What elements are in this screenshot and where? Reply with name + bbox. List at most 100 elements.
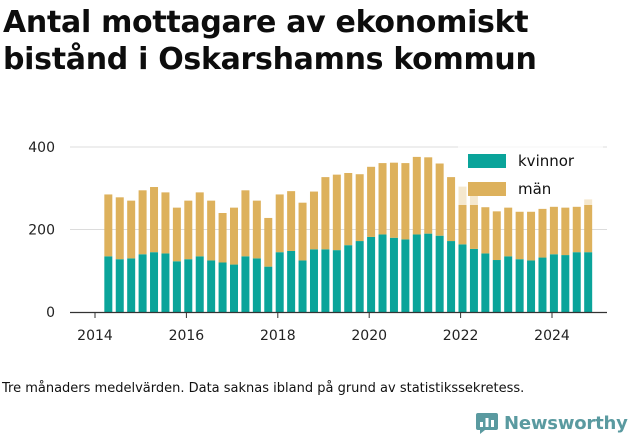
bar-kvinnor xyxy=(515,259,524,312)
bar-man xyxy=(218,213,227,263)
bar-man xyxy=(115,197,124,260)
y-tick-label: 0 xyxy=(46,305,55,321)
bar-man xyxy=(104,194,113,257)
bar-kvinnor xyxy=(184,259,193,312)
bar-man xyxy=(184,200,193,260)
bar-man xyxy=(538,208,547,258)
bar-man xyxy=(332,174,341,251)
bar-kvinnor xyxy=(538,257,547,312)
bar-man xyxy=(344,172,353,246)
bar-man xyxy=(241,190,250,257)
axes: 0 200 400 2014 2016 2018 2020 2022 2024 xyxy=(28,140,607,344)
bar-kvinnor xyxy=(412,234,421,312)
bar-kvinnor xyxy=(138,254,147,312)
bar-kvinnor xyxy=(150,252,159,312)
bar-kvinnor xyxy=(230,264,238,312)
bar-man xyxy=(275,194,284,253)
bar-man xyxy=(138,190,147,255)
bar-kvinnor xyxy=(172,261,181,312)
bar-kvinnor xyxy=(252,258,261,313)
x-tick-label: 2016 xyxy=(169,328,205,344)
y-tick-label: 200 xyxy=(28,223,55,239)
brand-name: Newsworthy xyxy=(504,412,628,434)
bar-man xyxy=(389,162,398,238)
bar-kvinnor xyxy=(321,249,330,312)
bar-kvinnor xyxy=(504,256,513,312)
bar-man xyxy=(367,166,376,237)
bar-man xyxy=(252,200,261,259)
y-tick-label: 400 xyxy=(28,140,55,156)
bar-kvinnor xyxy=(275,252,284,312)
bar-man xyxy=(230,207,238,265)
bar-kvinnor xyxy=(435,235,444,312)
bar-kvinnor xyxy=(115,259,124,312)
bar-man xyxy=(549,206,558,255)
bar-man xyxy=(424,157,433,234)
bar-man xyxy=(150,187,159,253)
bar-kvinnor xyxy=(401,239,410,312)
bar-kvinnor xyxy=(127,258,136,313)
bar-kvinnor xyxy=(492,260,501,312)
bar-man xyxy=(515,211,524,260)
chart-caption: Tre månaders medelvärden. Data saknas ib… xyxy=(2,381,525,396)
x-tick-label: 2018 xyxy=(260,328,296,344)
bar-kvinnor xyxy=(287,250,296,312)
bars xyxy=(104,156,593,313)
bar-man xyxy=(321,177,330,250)
bar-kvinnor xyxy=(458,244,467,312)
chart-title: Antal mottagare av ekonomiskt bistånd i … xyxy=(3,5,537,77)
bar-man xyxy=(401,163,410,240)
bar-kvinnor xyxy=(355,241,364,312)
bar-kvinnor xyxy=(264,266,273,313)
bar-man xyxy=(412,156,421,235)
bar-kvinnor xyxy=(572,252,581,312)
bar-kvinnor xyxy=(218,262,227,312)
x-tick-label: 2014 xyxy=(77,328,113,344)
bar-man xyxy=(561,207,570,256)
bar-kvinnor xyxy=(309,249,318,312)
bar-man xyxy=(378,163,387,235)
bar-kvinnor xyxy=(104,256,113,312)
bar-kvinnor xyxy=(207,260,216,312)
bar-man xyxy=(492,211,501,261)
newsworthy-logo: Newsworthy xyxy=(475,408,628,438)
bar-kvinnor xyxy=(424,233,433,313)
bar-man xyxy=(572,206,581,253)
bar-kvinnor xyxy=(298,260,307,312)
bar-man xyxy=(207,200,216,261)
bar-kvinnor xyxy=(367,236,376,312)
bar-man xyxy=(481,207,490,254)
x-tick-label: 2024 xyxy=(534,328,570,344)
bar-kvinnor xyxy=(195,256,204,312)
x-tick-label: 2022 xyxy=(443,328,479,344)
bar-man xyxy=(298,202,307,261)
bar-man xyxy=(161,192,170,254)
bar-kvinnor xyxy=(447,241,456,312)
bar-man xyxy=(287,191,296,251)
bar-kvinnor xyxy=(344,245,353,312)
bar-kvinnor xyxy=(378,234,387,312)
bar-kvinnor xyxy=(241,256,250,312)
bar-man xyxy=(195,192,204,257)
bar-kvinnor xyxy=(584,252,593,312)
legend-swatch-kvinnor xyxy=(468,154,506,168)
newsworthy-logo-icon xyxy=(476,413,498,434)
legend: kvinnor män xyxy=(458,143,603,205)
bar-man xyxy=(527,211,536,261)
legend-label-kvinnor: kvinnor xyxy=(518,152,575,170)
bar-kvinnor xyxy=(561,255,570,312)
bar-man xyxy=(447,177,456,242)
bar-man xyxy=(458,186,467,245)
bar-man xyxy=(435,163,444,236)
bar-kvinnor xyxy=(332,250,341,313)
bar-man xyxy=(355,174,364,242)
bar-kvinnor xyxy=(481,253,490,312)
bar-man xyxy=(469,195,478,249)
x-tick-label: 2020 xyxy=(351,328,387,344)
bar-man xyxy=(127,200,136,259)
bar-kvinnor xyxy=(161,253,170,312)
bar-man xyxy=(504,207,513,257)
bar-man xyxy=(264,217,273,267)
bar-kvinnor xyxy=(469,248,478,312)
